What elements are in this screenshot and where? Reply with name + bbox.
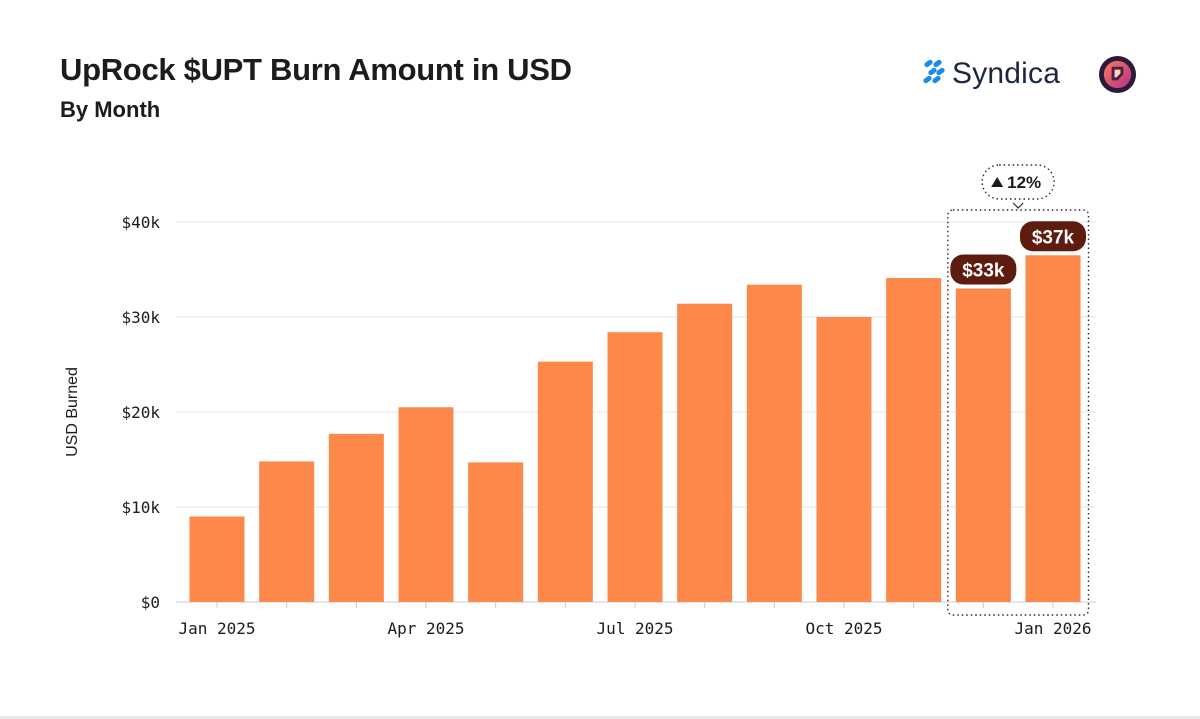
bar xyxy=(537,361,593,602)
bar xyxy=(677,303,733,602)
bar xyxy=(259,461,315,602)
bar-value-label-text: $37k xyxy=(1032,227,1075,248)
bar-value-label: $33k xyxy=(950,254,1017,285)
y-axis-label: USD Burned xyxy=(64,367,81,457)
bar xyxy=(607,332,663,602)
change-badge: 12% xyxy=(981,164,1055,200)
x-tick-label: Oct 2025 xyxy=(805,619,882,638)
bar xyxy=(746,284,802,602)
bar xyxy=(816,317,872,602)
up-triangle-icon xyxy=(991,177,1004,187)
y-tick-label: $40k xyxy=(121,213,160,232)
change-badge-text: 12% xyxy=(1007,173,1041,192)
x-tick-label: Apr 2025 xyxy=(387,619,464,638)
x-tick-label: Jan 2025 xyxy=(178,619,255,638)
x-tick-label: Jan 2026 xyxy=(1014,619,1091,638)
bar xyxy=(189,516,245,602)
bar xyxy=(886,278,942,602)
bar xyxy=(468,462,524,602)
bar xyxy=(1025,255,1081,602)
uprock-logo-icon xyxy=(1098,55,1137,94)
bar-value-label-text: $33k xyxy=(962,261,1005,282)
bar xyxy=(328,433,384,602)
y-tick-label: $10k xyxy=(121,498,160,517)
bar-value-label-bg xyxy=(950,254,1017,285)
brand: Syndica xyxy=(922,54,1060,94)
chart-subtitle: By Month xyxy=(60,97,161,122)
syndica-logo-icon xyxy=(923,60,945,84)
brand-name: Syndica xyxy=(952,57,1061,90)
bar-value-label: $37k xyxy=(1020,221,1086,252)
change-badge-outline xyxy=(981,164,1055,200)
bar-value-label-bg xyxy=(1020,221,1086,252)
y-tick-label: $30k xyxy=(121,308,160,327)
y-tick-label: $20k xyxy=(121,403,160,422)
x-tick-label: Jul 2025 xyxy=(596,619,673,638)
y-tick-label: $0 xyxy=(141,593,160,612)
chevron-down-icon xyxy=(1012,202,1024,209)
footer-divider xyxy=(0,716,1200,719)
chart-title: UpRock $UPT Burn Amount in USD xyxy=(60,52,572,87)
bar xyxy=(398,407,454,602)
bar xyxy=(955,288,1011,602)
